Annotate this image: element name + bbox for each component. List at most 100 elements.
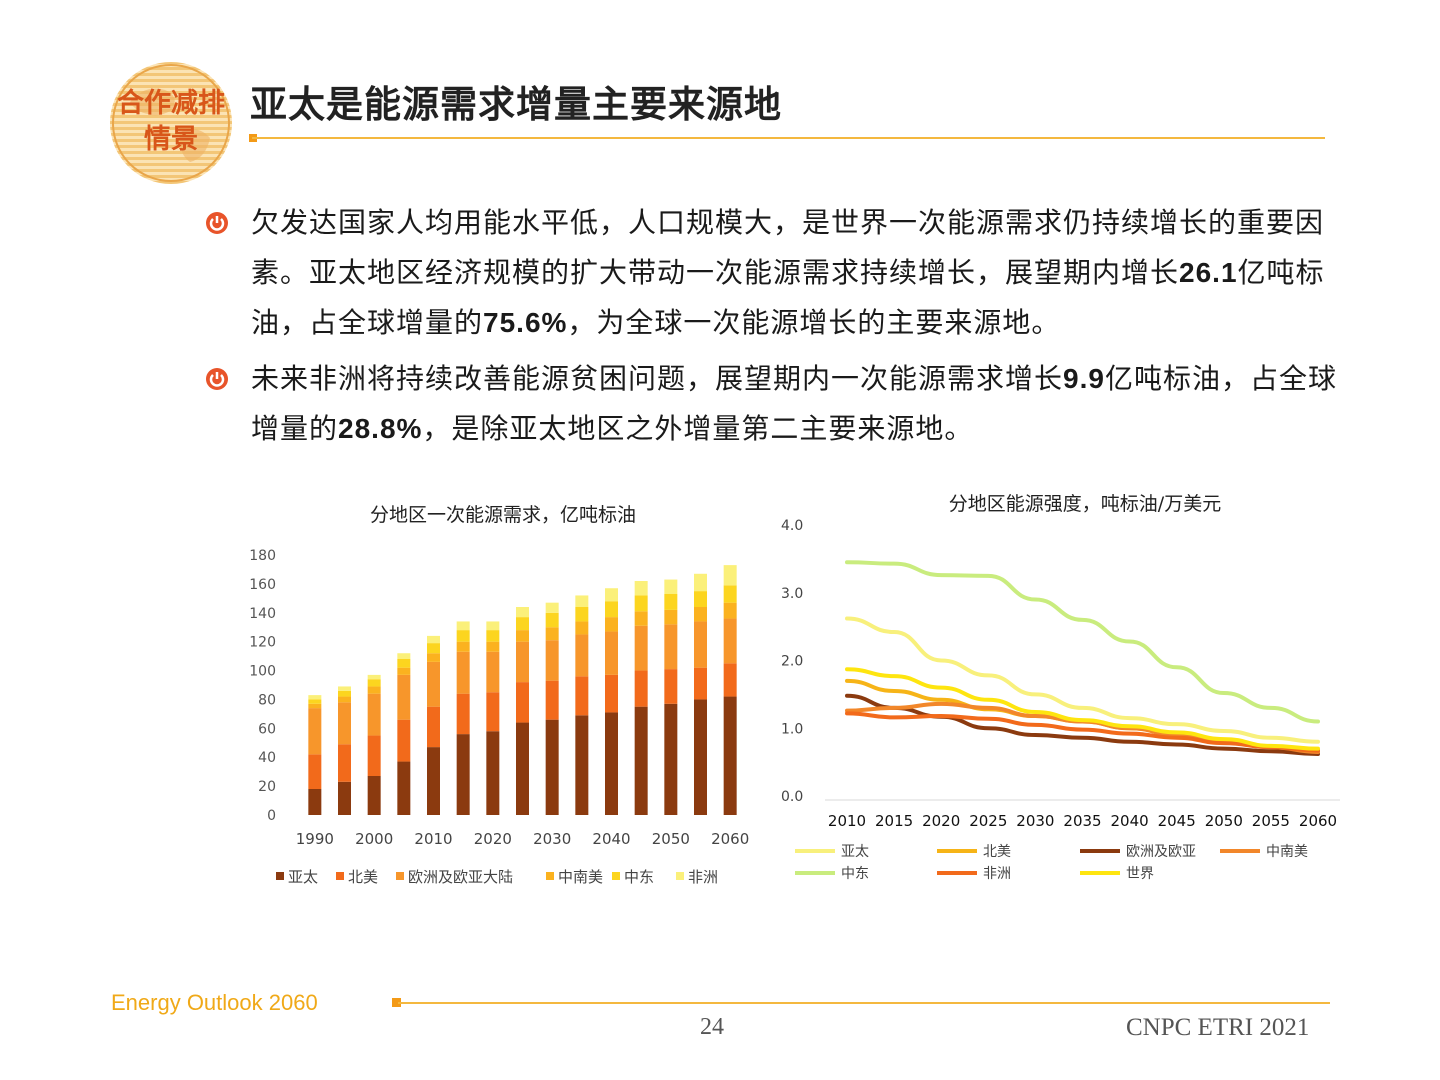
bar-segment (338, 696, 351, 703)
bar-segment (545, 612, 559, 628)
bullet-2: 未来非洲将持续改善能源贫困问题，展望期内一次能源需求增长9.9亿吨标油，占全球增… (205, 354, 1345, 454)
bar-segment (338, 702, 351, 745)
bar-segment (664, 594, 678, 610)
bar-segment (545, 627, 559, 641)
bar-segment (397, 674, 411, 720)
bar-segment (605, 674, 618, 713)
bar-segment (605, 588, 618, 602)
bar-segment (634, 706, 648, 815)
x-tick-label: 2030 (1016, 812, 1054, 830)
bar-segment (723, 618, 737, 664)
bar-segment (575, 607, 589, 622)
y-tick-label: 180 (249, 548, 276, 564)
bar-segment (694, 573, 707, 592)
x-tick-label: 2010 (414, 830, 452, 848)
footer-marker (392, 998, 401, 1007)
legend-label: 中东 (841, 866, 869, 882)
footer-brand: Energy Outlook 2060 (111, 990, 318, 1015)
bar-segment (723, 585, 737, 603)
bullet-1-value-b: 75.6% (483, 307, 568, 338)
x-tick-label: 2035 (1063, 812, 1101, 830)
logo-line1: 合作减排 (117, 88, 225, 119)
legend-label: 世界 (1126, 866, 1154, 882)
bar-chart: 分地区一次能源需求，亿吨标油 020406080100120140160180 … (249, 504, 749, 886)
bar-segment (427, 653, 440, 662)
bar-segment (308, 789, 322, 815)
bar-segment (308, 754, 322, 789)
legend-swatch (676, 872, 684, 880)
bar-segment (694, 607, 707, 622)
bullet-2-text-a: 未来非洲将持续改善能源贫困问题，展望期内一次能源需求增长 (251, 362, 1064, 395)
x-tick-label: 2045 (1158, 812, 1196, 830)
legend-label: 欧洲及欧亚 (1126, 844, 1196, 860)
y-tick-label: 60 (258, 721, 276, 737)
bar-segment (575, 634, 589, 677)
bar-segment (486, 692, 500, 732)
x-tick-label: 2040 (1111, 812, 1149, 830)
y-tick-label: 80 (258, 692, 276, 708)
bar-chart-title: 分地区一次能源需求，亿吨标油 (370, 504, 636, 526)
y-tick-label: 20 (258, 779, 276, 795)
bar-segment (694, 621, 707, 668)
y-tick-label: 40 (258, 750, 276, 766)
y-tick-label: 0 (267, 808, 276, 824)
bar-segment (486, 621, 500, 631)
bullet-1-value-a: 26.1 (1179, 257, 1238, 288)
bar-segment (634, 581, 648, 596)
bar-segment (664, 609, 678, 625)
x-tick-label: 2020 (474, 830, 512, 848)
series-line (845, 560, 1320, 724)
bar-segment (338, 686, 351, 691)
legend-label: 非洲 (983, 866, 1011, 882)
bar-segment (516, 607, 529, 618)
bar-segment (456, 621, 470, 631)
bar-segment (367, 735, 381, 776)
bar-segment (723, 663, 737, 697)
bar-segment (456, 630, 470, 642)
line-chart-title: 分地区能源强度，吨标油/万美元 (949, 493, 1221, 515)
y-tick-label: 160 (249, 577, 276, 593)
bar-segment (723, 565, 737, 586)
line-chart: 分地区能源强度，吨标油/万美元 0.0 1.0 2.0 3.0 4.0 2010 2015… (781, 493, 1340, 882)
bar-segment (664, 579, 678, 594)
bar-segment (427, 643, 440, 654)
legend-swatch (276, 872, 284, 880)
bullet-2-text-c: ，是除亚太地区之外增量第二主要来源地。 (422, 412, 974, 445)
bar-segment (427, 747, 440, 815)
bar-segment (575, 621, 589, 635)
bar-segment (516, 722, 529, 815)
legend-label: 非洲 (688, 868, 718, 886)
bar-segment (367, 693, 381, 736)
x-tick-label: 2000 (355, 830, 393, 848)
bullet-list: 欠发达国家人均用能水平低，人口规模大，是世界一次能源需求仍持续增长的重要因素。亚… (205, 198, 1345, 460)
y-tick-label: 0.0 (781, 789, 803, 805)
bar-segment (723, 696, 737, 815)
bar-segment (486, 630, 500, 642)
legend-swatch (336, 872, 344, 880)
bar-segment (634, 611, 648, 626)
bar-segment (427, 661, 440, 707)
bar-segment (338, 744, 351, 782)
bullet-2-value-a: 9.9 (1063, 363, 1105, 394)
bar-segment (634, 670, 648, 707)
y-tick-label: 100 (249, 664, 276, 680)
bar-segment (605, 601, 618, 618)
x-tick-label: 2015 (875, 812, 913, 830)
bar-segment (575, 595, 589, 607)
bar-segment (575, 676, 589, 716)
title-divider (252, 137, 1325, 139)
bar-segment (397, 659, 411, 668)
bar-segment (338, 781, 351, 815)
globe-icon (112, 64, 230, 182)
x-tick-label: 2030 (533, 830, 571, 848)
legend-label: 亚太 (288, 868, 318, 886)
x-tick-label: 1990 (296, 830, 334, 848)
bar-segment (575, 715, 589, 815)
bar-segment (427, 635, 440, 644)
series-line (845, 711, 1320, 753)
bar-segment (516, 630, 529, 642)
bar-segment (308, 703, 322, 709)
legend-label: 中东 (624, 868, 654, 886)
legend-label: 亚太 (841, 844, 869, 860)
legend-swatch (396, 872, 404, 880)
